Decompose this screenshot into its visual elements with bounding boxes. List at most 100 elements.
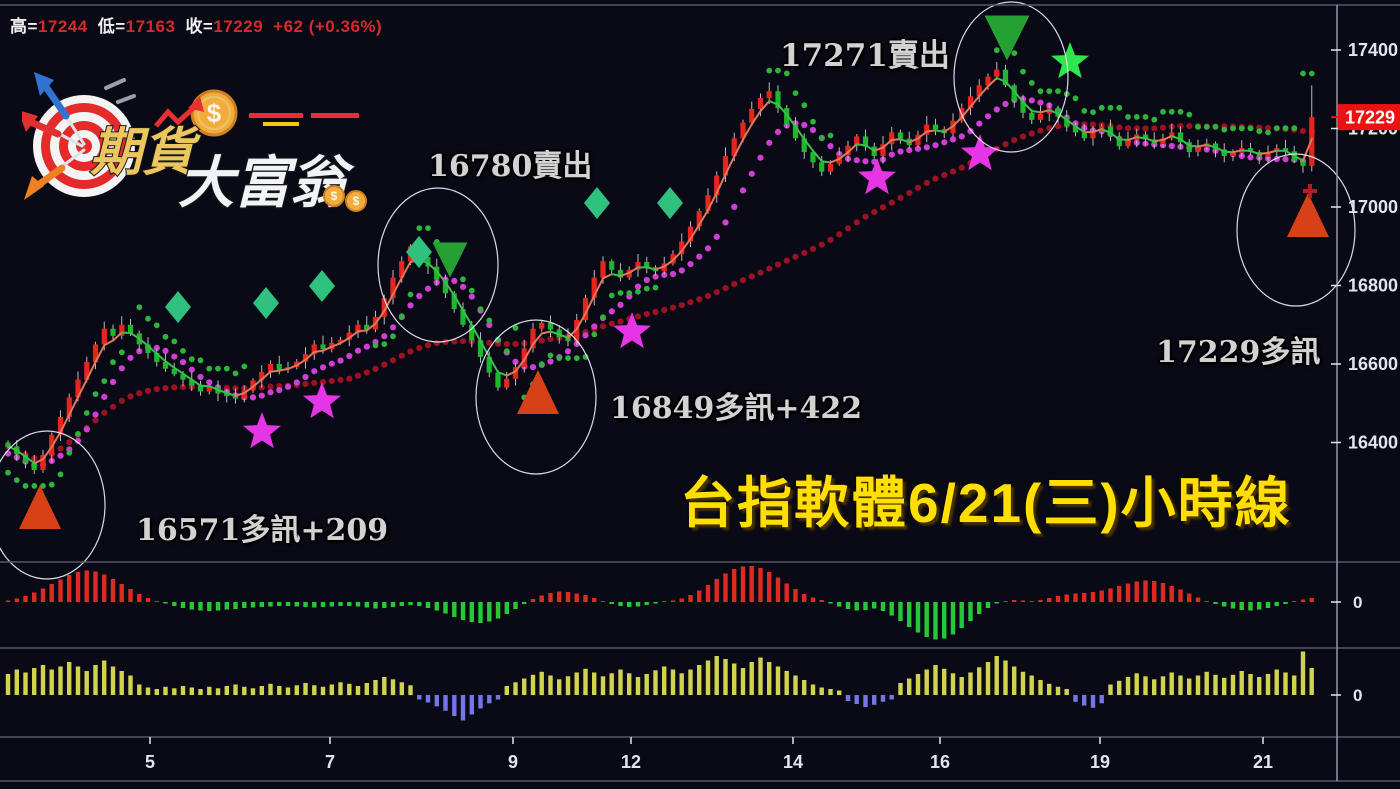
time-axis-label[interactable]: 12: [621, 752, 641, 772]
oscillator-bar: [285, 687, 291, 695]
ma-mid-dot: [101, 393, 108, 400]
oscillator-bar: [250, 688, 256, 696]
highlight-ellipse: [0, 430, 106, 580]
ma-fast-segment: [733, 138, 744, 158]
ma-slow-dot: [162, 385, 169, 392]
ma-slow-dot: [766, 265, 773, 272]
ma-fast-segment: [829, 157, 841, 164]
macd-bar: [1152, 581, 1157, 602]
trail-dot: [416, 225, 423, 232]
macd-bar: [749, 566, 754, 602]
ma-slow-dot: [407, 348, 414, 355]
candle-body: [1072, 126, 1079, 133]
time-axis-label[interactable]: 21: [1253, 752, 1273, 772]
ma-fast-segment: [532, 332, 543, 346]
candle-body: [1160, 138, 1166, 145]
ma-fast-segment: [908, 137, 919, 144]
trail-dot: [57, 471, 64, 478]
ma-mid-dot: [1037, 99, 1044, 106]
ma-fast-segment: [33, 458, 44, 465]
macd-bar: [994, 602, 999, 604]
candle-body: [1081, 132, 1087, 139]
sell-signal-triangle: [984, 15, 1030, 61]
time-axis-label[interactable]: 5: [145, 752, 155, 772]
oscillator-bar: [670, 669, 676, 695]
oscillator-bar: [1038, 680, 1043, 695]
ma-fast-segment: [567, 327, 578, 339]
candle-body: [862, 136, 869, 147]
ma-mid-dot: [197, 373, 204, 381]
macd-bar: [522, 602, 527, 604]
candle-body: [442, 279, 449, 294]
macd-bar: [1309, 598, 1314, 602]
ma-fast-segment: [479, 340, 491, 358]
ma-fast-segment: [768, 100, 779, 106]
ma-slow-dot: [328, 377, 335, 384]
candle-body: [1186, 142, 1192, 152]
trail-dot: [153, 322, 160, 329]
last-price-label: 17229: [1345, 108, 1395, 128]
ma-fast-segment: [820, 160, 832, 164]
ma-fast-segment: [129, 332, 141, 340]
macd-bar: [600, 601, 606, 602]
coin-dollar-symbol: $: [353, 194, 360, 208]
time-axis-label[interactable]: 7: [325, 752, 335, 772]
trend-arrow-icon: [154, 96, 204, 128]
ma-mid-dot: [669, 270, 677, 278]
trail-dot: [477, 306, 484, 312]
ma-fast-segment: [50, 431, 62, 448]
time-axis-label[interactable]: 9: [508, 752, 518, 772]
trail-dot: [188, 356, 195, 363]
oscillator-bar: [1195, 675, 1201, 695]
trail-dot: [5, 469, 11, 476]
oscillator-bar: [968, 672, 973, 695]
time-axis-label[interactable]: 19: [1090, 752, 1110, 772]
macd-bar: [242, 602, 247, 608]
ma-fast-segment: [1179, 138, 1191, 147]
ma-fast-segment: [383, 293, 394, 312]
ma-mid-dot: [582, 332, 589, 339]
candle-body: [101, 328, 107, 345]
ma-fast-segment: [1223, 150, 1234, 154]
ma-slow-dot: [704, 292, 712, 300]
candle-body: [600, 261, 606, 278]
time-axis-label[interactable]: 14: [783, 752, 803, 772]
macd-bar: [1257, 602, 1262, 610]
annotation-sell-16780: 16780賣出: [428, 149, 593, 184]
ma-fast-segment: [7, 445, 18, 452]
candle-body: [425, 257, 431, 267]
time-axis: 5 7 9 12 14 16 19 21: [145, 737, 1273, 772]
ma-fast-segment: [934, 129, 946, 133]
macd-bar: [364, 602, 369, 608]
oscillator-bar: [84, 671, 89, 695]
ma-slow-dot: [459, 338, 467, 345]
ma-mid-dot: [311, 368, 318, 375]
oscillator-bar: [1248, 674, 1253, 695]
macd-bar: [1090, 592, 1096, 602]
ma-slow-dot: [1089, 121, 1097, 128]
candle-body: [267, 364, 274, 372]
ma-fast-segment: [243, 385, 254, 394]
macd-bar: [1055, 596, 1061, 602]
ma-slow-dot: [871, 208, 878, 215]
ma-slow-dot: [722, 285, 729, 292]
trail-dot: [1308, 70, 1315, 77]
ma-fast-segment: [1022, 101, 1033, 112]
ma-fast-segment: [217, 388, 228, 394]
oscillator-bar: [1090, 695, 1096, 708]
ma-fast-line: [7, 77, 1313, 465]
macd-bar: [863, 602, 868, 610]
high-label: 高=: [10, 17, 38, 36]
coin-dollar-symbol: $: [331, 189, 338, 203]
candle-body: [784, 108, 790, 125]
time-axis-label[interactable]: 16: [930, 752, 950, 772]
candle-body: [31, 462, 37, 470]
candle-body: [364, 324, 370, 330]
star-signal-icon: [1051, 42, 1089, 79]
trail-dot: [1142, 114, 1149, 120]
ma-mid-dot: [941, 139, 948, 146]
diamond-signal-icon: [165, 291, 191, 323]
oscillator-bar: [145, 687, 151, 695]
candle-body: [460, 309, 466, 325]
